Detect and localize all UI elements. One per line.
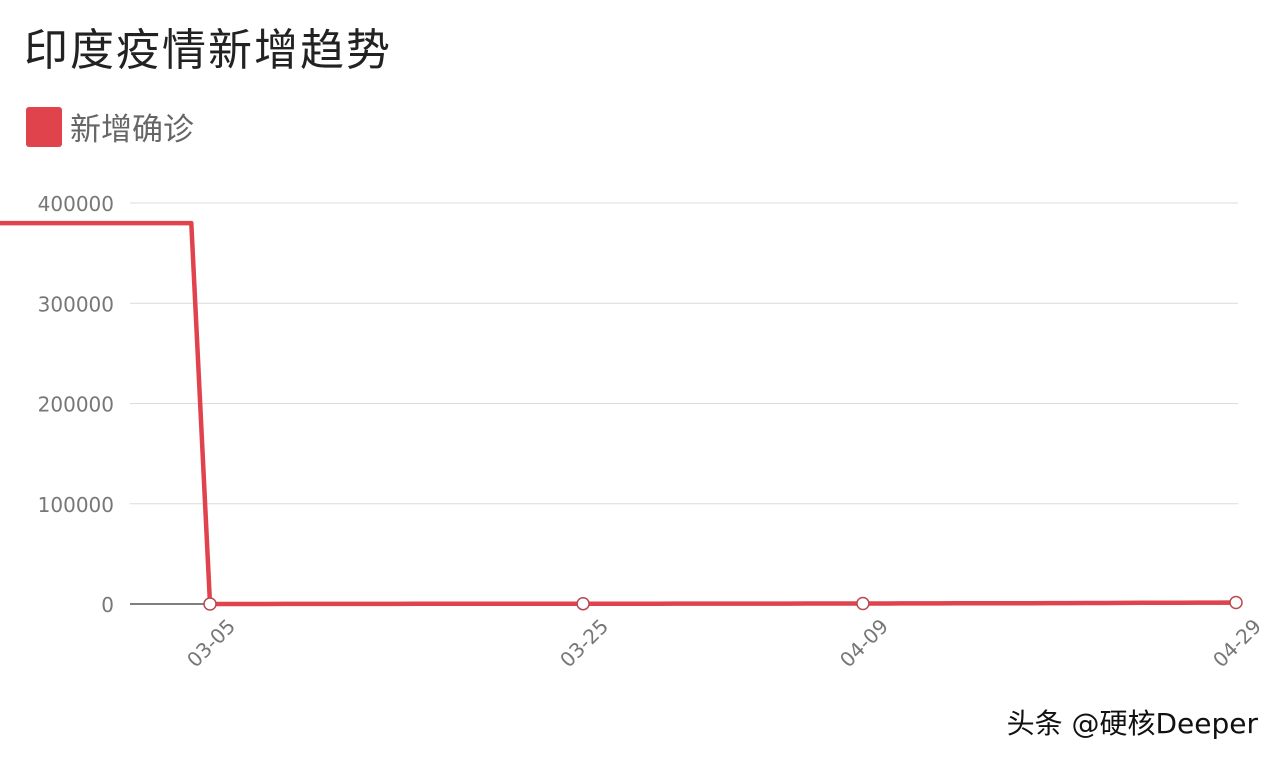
- y-tick-label: 400000: [38, 192, 114, 216]
- legend-swatch: [26, 106, 62, 147]
- x-tick-label: 03-25: [555, 614, 613, 672]
- data-point[interactable]: [576, 596, 590, 611]
- x-tick-label: 04-09: [835, 614, 893, 672]
- gridlines: [130, 202, 1238, 605]
- markers: [203, 595, 1243, 611]
- series: [0, 220, 1237, 607]
- watermark: 头条 @硬核Deeper: [1006, 707, 1258, 740]
- x-tick-label: 04-29: [1208, 614, 1266, 672]
- y-tick-label: 100000: [38, 493, 114, 517]
- y-tick-label: 200000: [38, 393, 114, 417]
- series-line: [0, 220, 1237, 607]
- data-point[interactable]: [203, 597, 217, 611]
- data-point[interactable]: [1229, 595, 1243, 610]
- legend-label: 新增确诊: [70, 112, 194, 148]
- chart-title: 印度疫情新增趋势: [24, 25, 392, 76]
- axes: 400000300000200000100000003-0504-0905-14…: [38, 192, 1266, 672]
- y-tick-label: 0: [101, 593, 114, 617]
- legend[interactable]: 新增确诊: [26, 104, 194, 149]
- y-tick-label: 300000: [38, 292, 114, 316]
- x-tick-label: 03-05: [182, 614, 240, 672]
- data-point[interactable]: [856, 596, 870, 611]
